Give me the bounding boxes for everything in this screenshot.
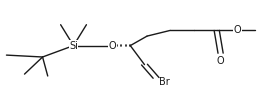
Text: Si: Si bbox=[69, 41, 78, 51]
Text: O: O bbox=[217, 56, 224, 66]
Text: Br: Br bbox=[159, 77, 170, 87]
Text: O: O bbox=[233, 25, 241, 35]
Text: O: O bbox=[108, 41, 116, 51]
